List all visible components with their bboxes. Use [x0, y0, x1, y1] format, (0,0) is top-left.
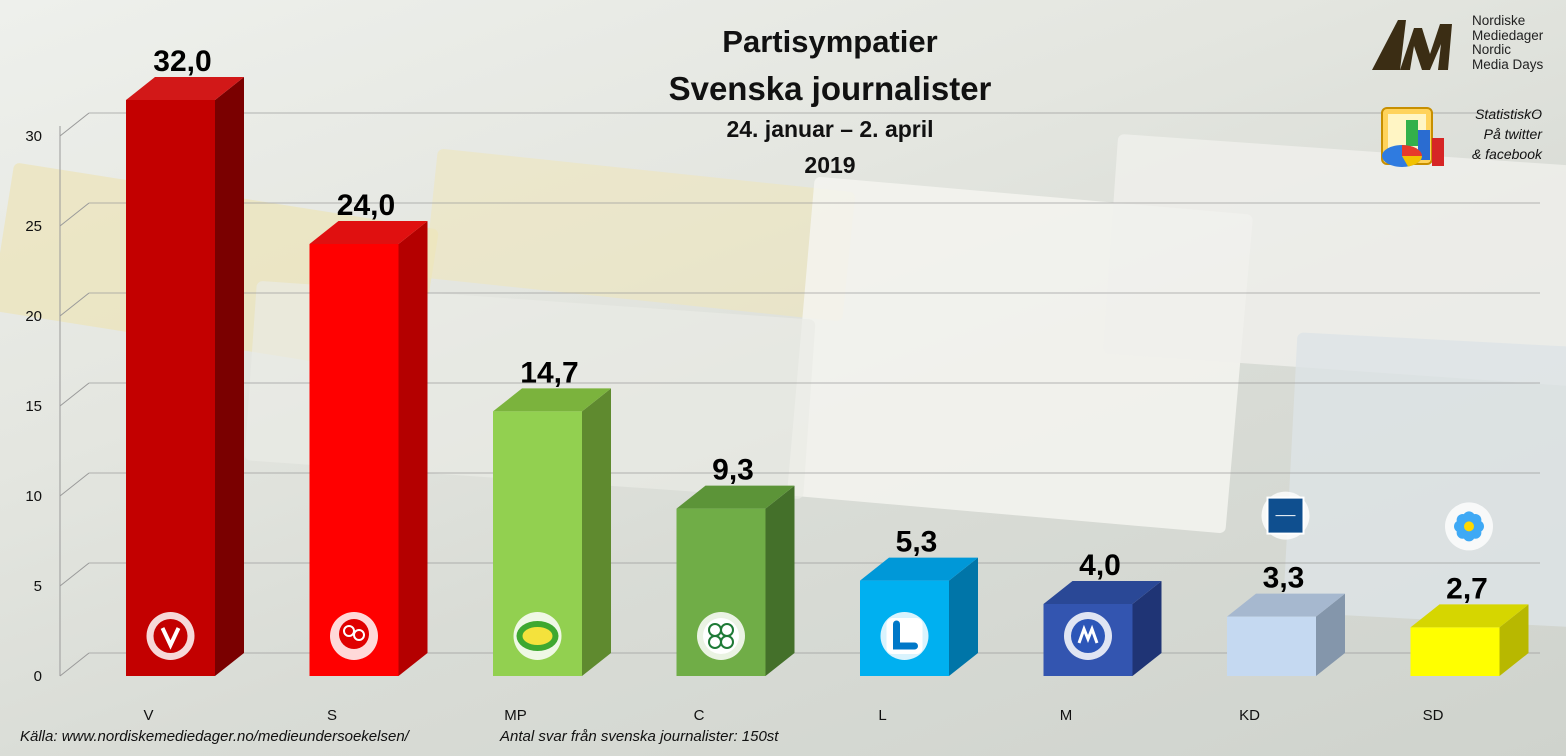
stat-line: StatistiskO	[1475, 106, 1542, 122]
value-label: 3,3	[1263, 562, 1305, 595]
bar-kd	[1227, 616, 1316, 676]
category-label: KD	[1239, 707, 1260, 724]
chart-year: 2019	[804, 152, 856, 178]
rose-icon	[330, 612, 378, 660]
y-tick-label: 30	[25, 128, 42, 145]
value-label: 32,0	[153, 45, 211, 78]
source-note: Källa: www.nordiskemediedager.no/medieun…	[20, 728, 409, 745]
bar-top	[1043, 581, 1162, 604]
icon-glyph	[1464, 521, 1474, 532]
category-label: V	[143, 707, 153, 724]
bar-s	[309, 244, 399, 676]
bar-side	[215, 77, 244, 676]
gridline-depth	[59, 472, 90, 497]
bar-side	[765, 485, 795, 676]
v-party-icon	[146, 612, 195, 660]
gridline-depth	[59, 202, 90, 227]
icon-glyph	[343, 625, 355, 637]
gridline-depth	[59, 652, 90, 677]
logo-line: Media Days	[1472, 56, 1544, 72]
bar-top	[493, 388, 611, 412]
l-party-icon	[880, 612, 929, 660]
logo-text: Nordiske Mediedager Nordic Media Days	[1472, 13, 1544, 72]
bar-side	[582, 388, 611, 676]
value-label: 5,3	[896, 526, 938, 559]
icon-glyph	[720, 635, 734, 649]
y-tick-label: 15	[25, 398, 42, 415]
nordic-media-days-logo: Nordiske Mediedager Nordic Media Days	[1370, 13, 1560, 74]
logo-line: Mediedager	[1472, 27, 1544, 43]
value-label: 14,7	[520, 356, 578, 389]
stat-text: StatistiskO På twitter & facebook	[1460, 104, 1542, 164]
kd-logo-icon	[1261, 491, 1310, 540]
bar-top	[676, 485, 795, 509]
category-label: M	[1060, 707, 1073, 724]
anemone-icon	[1445, 502, 1493, 551]
stat-line: På twitter	[1483, 126, 1542, 142]
logo-line: Nordic	[1472, 42, 1512, 57]
nmd-m-icon	[1372, 20, 1452, 70]
bar-top	[126, 77, 244, 100]
y-tick-label: 20	[25, 308, 42, 325]
bar-top	[860, 557, 978, 581]
bar-top	[309, 221, 428, 244]
category-label: L	[878, 707, 886, 724]
gridline-depth	[59, 112, 90, 137]
gridline-depth	[59, 292, 90, 317]
icon-glyph	[522, 627, 553, 645]
icon-disc	[703, 618, 739, 654]
bar-side	[949, 557, 978, 676]
gridline-depth	[59, 382, 90, 407]
icon-glyph	[1077, 624, 1099, 644]
clover-icon	[697, 612, 745, 660]
bar-top	[1227, 593, 1345, 617]
icon-glyph	[353, 629, 365, 641]
bar-side	[1499, 604, 1529, 676]
value-label: 9,3	[712, 454, 754, 487]
category-label: C	[694, 707, 705, 724]
bar-sd	[1410, 627, 1500, 676]
bar-side	[398, 221, 428, 676]
bar-top	[1410, 604, 1529, 628]
sunflower-icon	[513, 612, 562, 660]
chart-date-range: 24. januar – 2. april	[726, 116, 934, 142]
y-tick-label: 25	[25, 218, 42, 235]
y-tick-label: 0	[34, 668, 42, 685]
icon-glyph	[160, 627, 181, 650]
stat-line: & facebook	[1471, 146, 1542, 162]
category-label: S	[327, 707, 337, 724]
m-party-icon	[1064, 612, 1112, 660]
bar-v	[126, 100, 215, 676]
value-label: 2,7	[1446, 572, 1488, 605]
category-label: MP	[504, 707, 527, 724]
bar-side	[1132, 581, 1162, 676]
icon-glyph	[893, 620, 918, 650]
bar-side	[1316, 593, 1345, 676]
chart-app-icon	[1381, 107, 1444, 167]
statistisko-badge: StatistiskO På twitter & facebook	[1378, 104, 1558, 174]
gridline-depth	[59, 562, 90, 587]
response-count-note: Antal svar från svenska journalister: 15…	[500, 728, 779, 745]
value-label: 24,0	[337, 189, 395, 222]
y-tick-label: 5	[34, 578, 42, 595]
y-tick-label: 10	[25, 488, 42, 505]
value-label: 4,0	[1079, 549, 1121, 582]
category-label: SD	[1423, 707, 1444, 724]
logo-line: Nordiske	[1472, 13, 1526, 28]
chart-subtitle: Svenska journalister	[668, 70, 992, 107]
icon-disc	[153, 619, 188, 653]
chart-title: Partisympatier	[722, 24, 938, 59]
